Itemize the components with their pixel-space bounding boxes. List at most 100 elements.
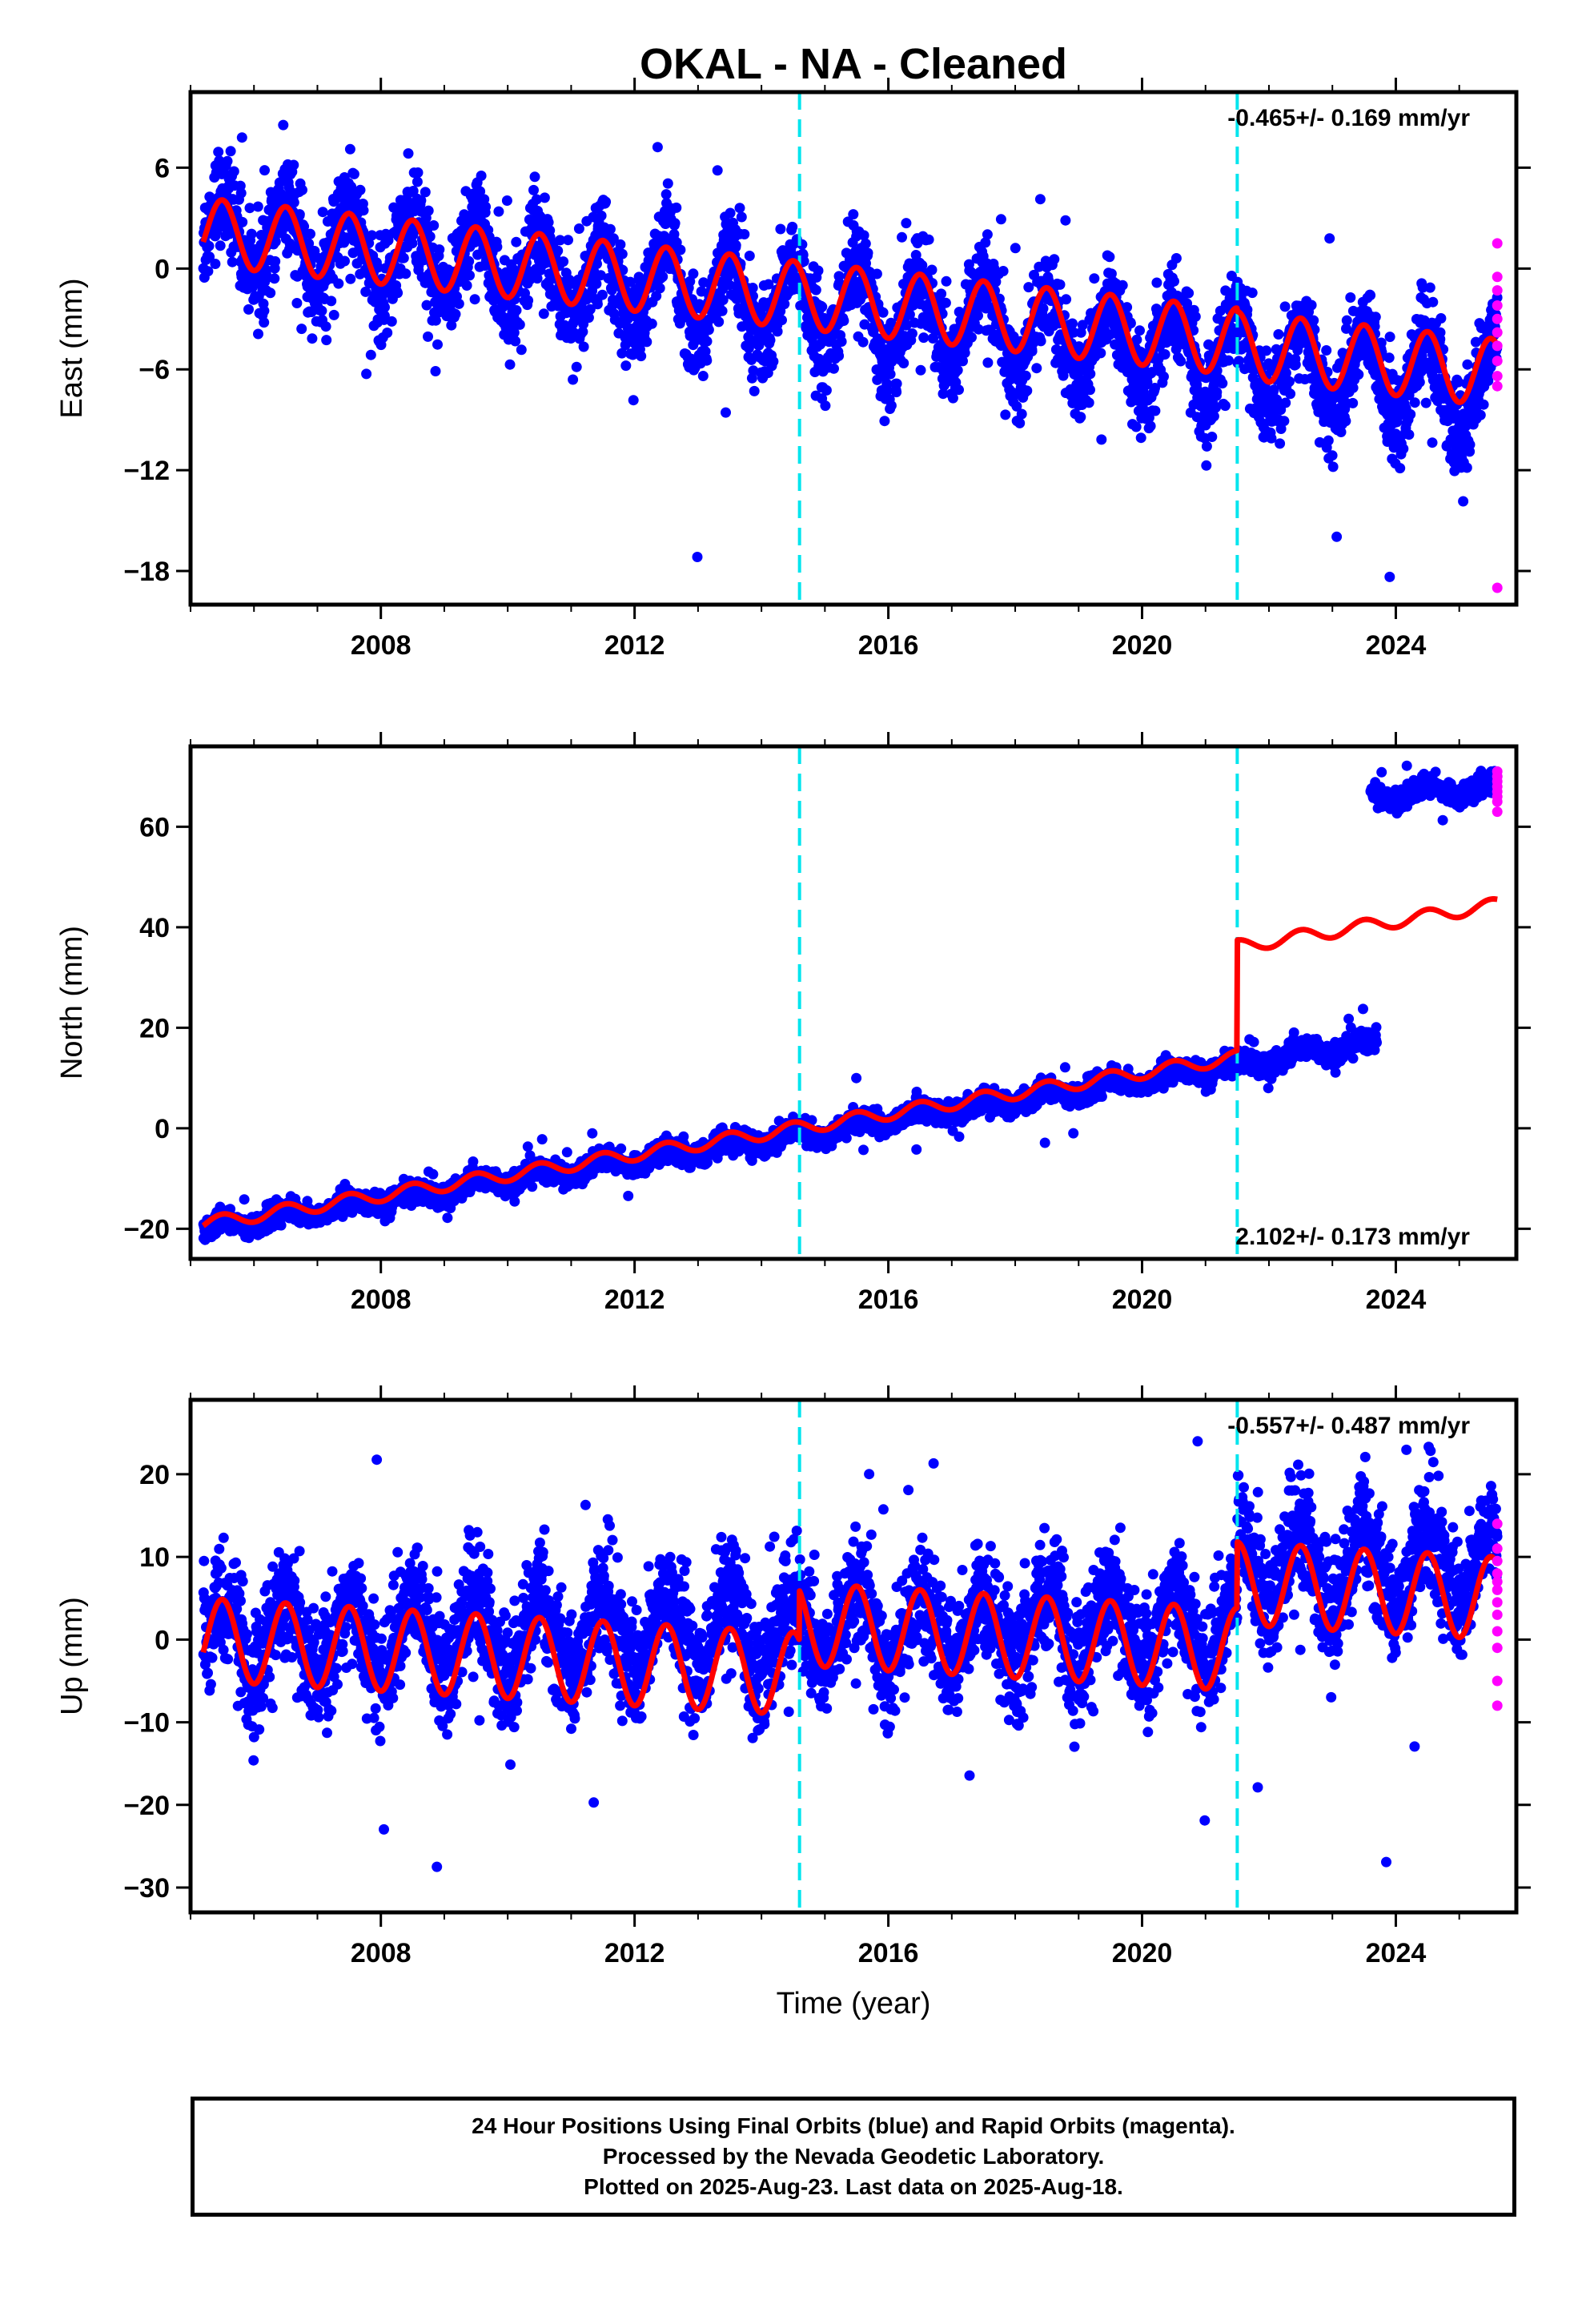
data-point [701,355,713,366]
data-point [297,184,307,195]
rapid-data-point [1492,313,1503,324]
data-point [721,407,731,418]
data-point [552,245,564,256]
data-point [1000,409,1011,420]
data-point [1424,282,1435,293]
data-point [915,364,926,376]
data-point [1323,435,1334,446]
data-point [1405,408,1416,420]
data-point [469,294,480,305]
data-point [288,197,299,208]
data-point [278,119,289,131]
data-point [1370,312,1381,323]
north-final-orbit-points [198,760,1503,1245]
x-tick-label: 2012 [604,630,665,661]
data-point [1096,434,1107,445]
data-point [1085,384,1095,396]
data-point [1279,301,1291,312]
data-point [923,234,934,245]
data-point [237,216,248,227]
data-point [379,302,390,313]
data-point [344,143,355,155]
data-point [712,165,723,176]
data-point [885,368,896,380]
data-point [739,229,750,239]
data-point [817,301,828,312]
data-point [879,416,890,427]
data-point [243,304,254,315]
data-point [379,310,390,321]
rapid-data-point [1492,271,1503,283]
data-point [558,256,569,267]
data-point [697,371,709,381]
data-point [833,350,845,361]
data-point [1207,432,1218,442]
data-point [355,184,366,195]
data-point [885,400,897,411]
rapid-data-point [1492,356,1503,367]
east-rapid-orbit-points [1492,238,1503,593]
east-plot-area [198,92,1503,605]
east-y-axis-title: East (mm) [55,278,89,418]
data-point [1420,397,1431,408]
data-point [294,209,305,220]
data-point [528,184,539,195]
data-point [703,324,714,336]
data-point [275,1220,287,1231]
east-rate-label: -0.465+/- 0.169 mm/yr [1227,105,1470,131]
data-point [1409,397,1420,408]
data-point [717,305,728,316]
data-point [1461,462,1472,473]
data-point [641,336,652,348]
data-point [360,286,371,297]
data-point [296,324,307,335]
data-point [1427,437,1438,448]
data-point [516,344,527,356]
data-point [1217,378,1228,389]
data-point [461,280,472,291]
data-point [424,231,436,242]
data-point [464,255,475,267]
data-point [717,295,729,305]
data-point [511,236,522,247]
data-point [442,1212,453,1224]
data-point [531,194,542,205]
rapid-data-point [1492,340,1503,352]
east-panel: 2008 2012 2016 2020 2024−18−12−606 East (mm)… [55,78,1531,661]
data-point [1331,531,1343,542]
data-point [1247,287,1258,299]
data-point [820,400,831,412]
data-point [646,318,657,329]
data-point [959,348,970,359]
data-point [1159,349,1170,360]
data-point [1075,412,1086,423]
data-point [224,228,235,239]
data-point [504,359,516,370]
data-point [316,305,327,316]
data-point [926,264,938,275]
data-point [577,326,588,337]
data-point [215,240,226,251]
data-point [1083,397,1094,408]
data-point [1022,385,1033,396]
data-point [620,360,632,372]
data-point [1395,463,1406,474]
data-point [328,309,339,320]
data-point [1345,292,1356,303]
data-point [1341,315,1352,326]
data-point [1034,194,1046,205]
data-point [348,168,359,179]
data-point [259,305,270,316]
data-point [383,235,394,246]
data-point [1458,496,1469,507]
east-final-orbit-points [198,119,1503,582]
data-point [730,239,741,251]
data-point [1134,325,1145,336]
data-point [1067,318,1078,329]
rapid-data-point [1492,238,1503,249]
data-point [1060,215,1071,226]
data-point [897,231,907,243]
data-point [1384,571,1395,582]
data-point [392,287,404,299]
data-point [434,244,445,255]
